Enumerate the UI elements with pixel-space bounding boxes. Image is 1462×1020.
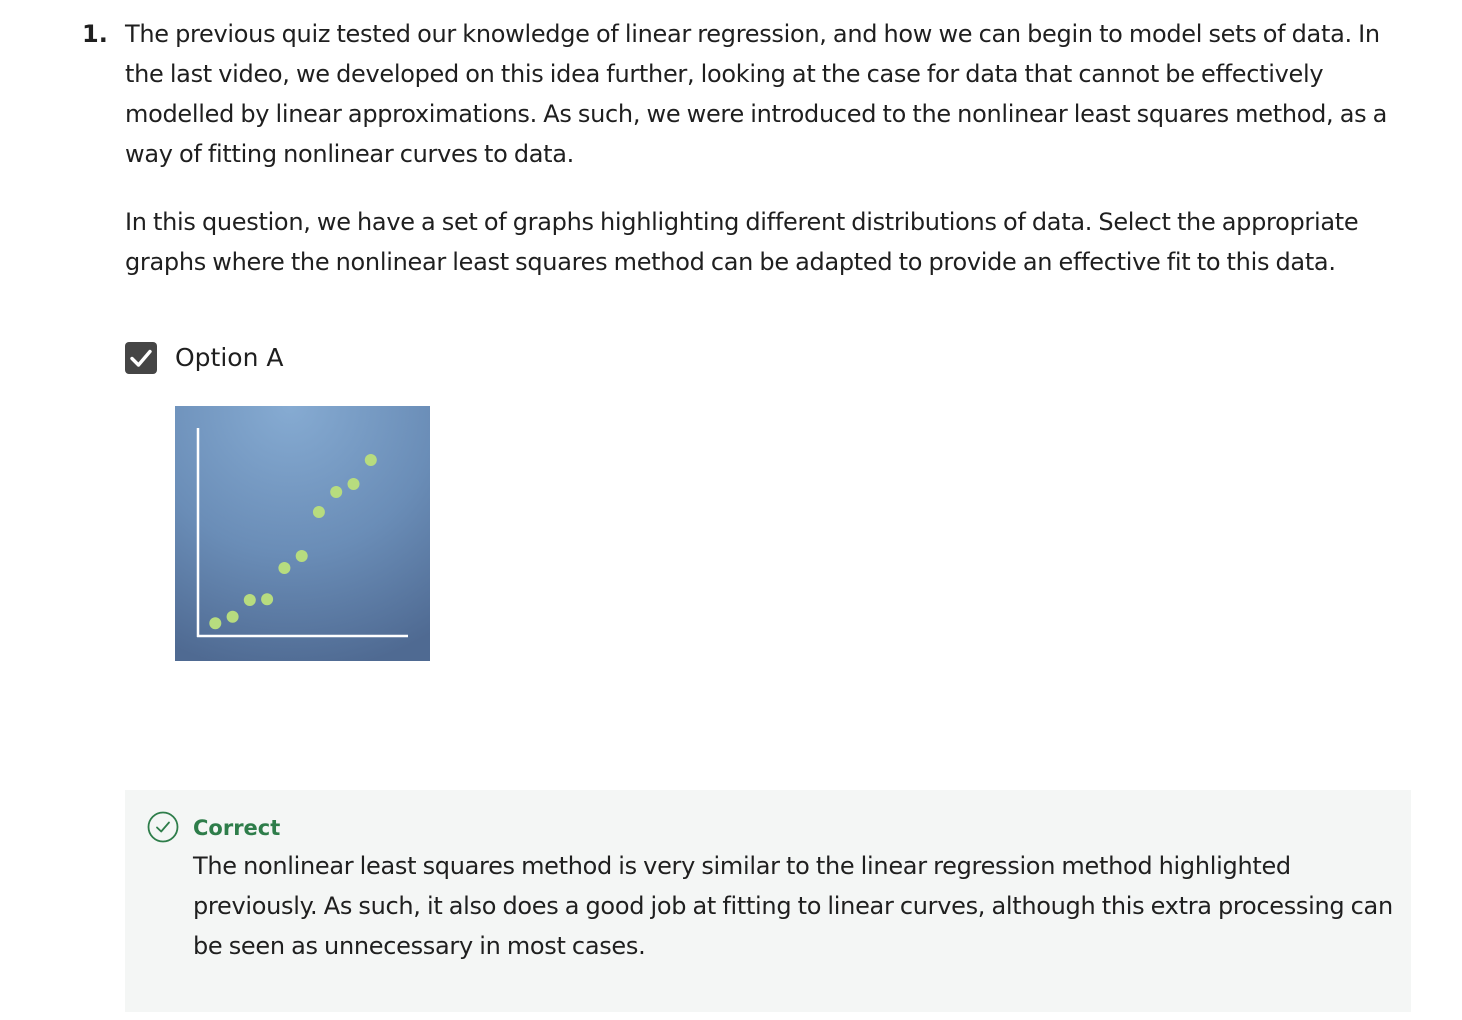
chart-point — [364, 454, 377, 466]
chart-point — [347, 478, 360, 490]
chart-point — [312, 506, 325, 518]
feedback-status: Correct — [193, 816, 281, 840]
option-a-chart — [175, 406, 430, 661]
chart-point — [243, 594, 256, 606]
question-body: The previous quiz tested our knowledge o… — [125, 14, 1400, 282]
chart-points — [209, 454, 377, 630]
feedback-text: The nonlinear least squares method is ve… — [193, 852, 1393, 960]
question-intro-text: The previous quiz tested our knowledge o… — [125, 20, 1388, 168]
question-number: 1. — [82, 20, 108, 48]
option-a-label: Option A — [175, 343, 284, 372]
option-a[interactable]: Option A — [125, 341, 283, 375]
chart-point — [209, 617, 222, 630]
chart-point — [261, 593, 274, 606]
chart-point — [226, 610, 239, 623]
question-prompt-text: In this question, we have a set of graph… — [125, 208, 1359, 276]
chart-point — [330, 486, 343, 498]
feedback-panel: Correct The nonlinear least squares meth… — [125, 790, 1411, 1012]
chart-point — [278, 562, 291, 574]
chart-point — [295, 550, 308, 562]
check-icon — [130, 349, 152, 367]
option-a-checkbox[interactable] — [125, 342, 157, 374]
check-circle-icon — [147, 811, 179, 843]
